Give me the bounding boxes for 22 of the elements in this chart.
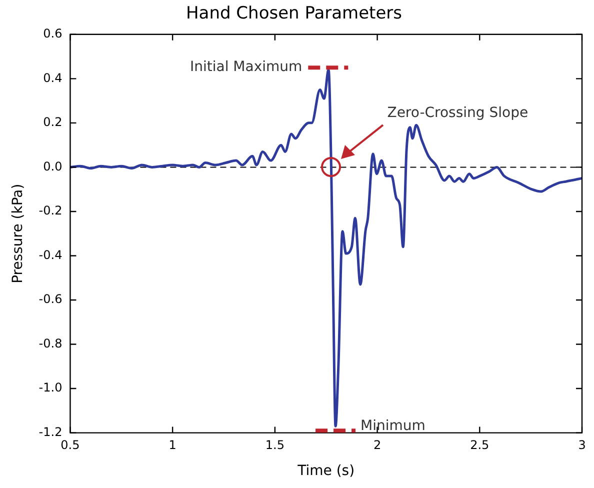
annotation: Zero-Crossing Slope bbox=[387, 104, 528, 121]
x-tick-label: 2 bbox=[373, 438, 382, 452]
y-tick-label: -1.0 bbox=[38, 380, 62, 395]
y-tick-label: 0.2 bbox=[43, 115, 62, 130]
y-tick-label: -0.8 bbox=[38, 336, 62, 350]
x-tick-label: 0.5 bbox=[60, 438, 80, 452]
x-tick-label: 2.5 bbox=[470, 438, 490, 452]
y-tick-label: -1.2 bbox=[38, 424, 62, 439]
y-tick-label: 0.4 bbox=[43, 70, 62, 85]
y-tick-label: 0.6 bbox=[43, 26, 62, 41]
y-tick-label: -0.4 bbox=[38, 248, 62, 262]
y-tick-label: -0.6 bbox=[38, 292, 62, 306]
chart-title: Hand Chosen Parameters bbox=[186, 4, 402, 24]
y-tick-label: -0.2 bbox=[38, 204, 62, 218]
annotation: Minimum bbox=[360, 418, 426, 434]
x-tick-label: 3 bbox=[578, 438, 586, 452]
annotation: Initial Maximum bbox=[190, 59, 302, 76]
x-tick-label: 1 bbox=[168, 438, 176, 452]
x-axis-title: Time (s) bbox=[296, 463, 355, 480]
y-axis-title: Pressure (kPa) bbox=[10, 184, 26, 284]
x-tick-label: 1.5 bbox=[265, 438, 284, 452]
y-tick-label: 0.0 bbox=[43, 159, 62, 174]
